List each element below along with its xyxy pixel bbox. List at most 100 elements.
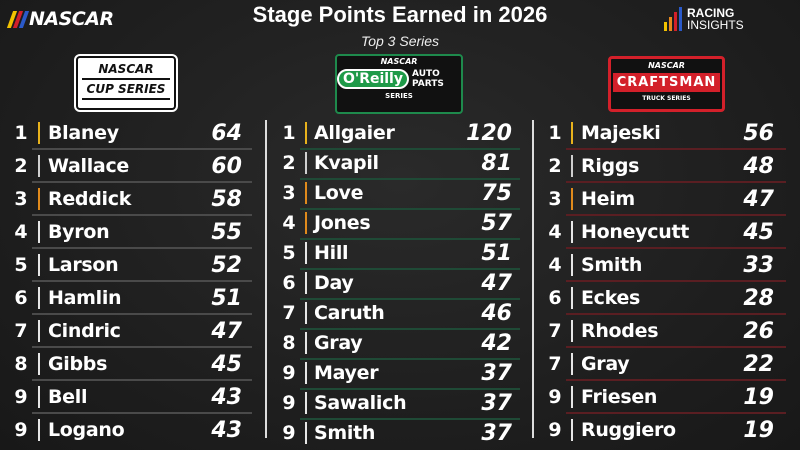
page-title: Stage Points Earned in 2026 bbox=[252, 2, 548, 27]
rank: 3 bbox=[14, 188, 28, 210]
driver-name: Eckes bbox=[581, 287, 641, 309]
rank-marker bbox=[38, 188, 40, 210]
standings-row: 4 Smith 33 bbox=[546, 250, 786, 282]
row-separator bbox=[300, 328, 520, 330]
rank-marker bbox=[571, 353, 573, 375]
stage-points: 47 bbox=[481, 270, 512, 296]
driver-name: Wallace bbox=[48, 155, 129, 177]
standings-row: 3 Love 75 bbox=[280, 178, 520, 210]
driver-name: Gray bbox=[581, 353, 630, 375]
rank-marker bbox=[305, 362, 307, 384]
stage-points: 37 bbox=[481, 390, 512, 416]
row-separator bbox=[32, 214, 252, 216]
driver-name: Rhodes bbox=[581, 320, 659, 342]
rank-marker bbox=[38, 419, 40, 441]
rank-marker bbox=[305, 272, 307, 294]
truck-logo-top: NASCAR bbox=[648, 61, 685, 70]
rank-marker bbox=[305, 122, 307, 144]
row-separator bbox=[566, 379, 786, 381]
rank-marker bbox=[38, 155, 40, 177]
rank-marker bbox=[38, 353, 40, 375]
column-divider bbox=[265, 120, 267, 438]
nascar-logo-text: NASCAR bbox=[29, 8, 114, 30]
row-separator bbox=[566, 280, 786, 282]
driver-name: Gray bbox=[314, 332, 363, 354]
rank: 9 bbox=[14, 419, 28, 441]
row-separator bbox=[566, 247, 786, 249]
page-subtitle: Top 3 Series bbox=[360, 33, 440, 49]
racing-insights-logo: RACING INSIGHTS bbox=[664, 7, 744, 31]
rank-marker bbox=[38, 287, 40, 309]
row-separator bbox=[32, 346, 252, 348]
driver-name: Allgaier bbox=[314, 122, 395, 144]
row-separator bbox=[32, 247, 252, 249]
standings-row: 5 Larson 52 bbox=[12, 250, 252, 282]
stage-points: 37 bbox=[481, 420, 512, 446]
bar-chart-icon bbox=[664, 7, 682, 31]
rank-marker bbox=[571, 287, 573, 309]
stage-points: 51 bbox=[211, 285, 242, 311]
driver-name: Heim bbox=[581, 188, 635, 210]
row-separator bbox=[566, 346, 786, 348]
stage-points: 46 bbox=[481, 300, 512, 326]
standings-row: 2 Wallace 60 bbox=[12, 151, 252, 183]
brand-line-1: RACING bbox=[687, 6, 735, 20]
oreilly-logo-top: NASCAR bbox=[380, 57, 418, 66]
standings-row: 4 Honeycutt 45 bbox=[546, 217, 786, 249]
rank-marker bbox=[571, 122, 573, 144]
stage-points: 45 bbox=[211, 351, 242, 377]
stage-points: 28 bbox=[743, 285, 774, 311]
rank-marker bbox=[571, 320, 573, 342]
rank-marker bbox=[571, 419, 573, 441]
rank-marker bbox=[571, 188, 573, 210]
truck-logo-bottom: TRUCK SERIES bbox=[642, 95, 691, 102]
rank-marker bbox=[38, 122, 40, 144]
driver-name: Jones bbox=[314, 212, 371, 234]
stage-points: 57 bbox=[481, 210, 512, 236]
stage-points: 42 bbox=[481, 330, 512, 356]
standings-row: 7 Rhodes 26 bbox=[546, 316, 786, 348]
row-separator bbox=[300, 388, 520, 390]
rank: 4 bbox=[548, 221, 562, 243]
rank-marker bbox=[38, 320, 40, 342]
driver-name: Sawalich bbox=[314, 392, 407, 414]
driver-name: Hill bbox=[314, 242, 349, 264]
oreilly-logo-bottom: SERIES bbox=[385, 92, 413, 100]
brand-line-2: INSIGHTS bbox=[687, 18, 744, 32]
stage-points: 26 bbox=[743, 318, 774, 344]
stage-points: 56 bbox=[743, 120, 774, 146]
driver-name: Day bbox=[314, 272, 354, 294]
row-separator bbox=[566, 313, 786, 315]
row-separator bbox=[566, 214, 786, 216]
standings-row: 6 Day 47 bbox=[280, 268, 520, 300]
rank: 1 bbox=[282, 122, 296, 144]
standings-row: 9 Mayer 37 bbox=[280, 358, 520, 390]
driver-name: Blaney bbox=[48, 122, 119, 144]
stage-points: 19 bbox=[743, 384, 774, 410]
driver-name: Mayer bbox=[314, 362, 379, 384]
rank: 2 bbox=[282, 152, 296, 174]
rank: 2 bbox=[548, 155, 562, 177]
driver-name: Cindric bbox=[48, 320, 121, 342]
driver-name: Smith bbox=[581, 254, 643, 276]
row-separator bbox=[32, 148, 252, 150]
oreilly-logo-side: AUTO PARTS bbox=[412, 69, 444, 89]
rank-marker bbox=[305, 422, 307, 444]
driver-name: Smith bbox=[314, 422, 376, 444]
driver-name: Ruggiero bbox=[581, 419, 676, 441]
row-separator bbox=[32, 412, 252, 414]
standings-row: 7 Cindric 47 bbox=[12, 316, 252, 348]
row-separator bbox=[300, 268, 520, 270]
row-separator bbox=[300, 148, 520, 150]
rank-marker bbox=[38, 221, 40, 243]
rank-marker bbox=[305, 182, 307, 204]
rank: 1 bbox=[14, 122, 28, 144]
standings-row: 3 Heim 47 bbox=[546, 184, 786, 216]
nascar-logo: NASCAR bbox=[6, 8, 114, 30]
driver-name: Kvapil bbox=[314, 152, 379, 174]
row-separator bbox=[32, 181, 252, 183]
stage-points: 48 bbox=[743, 153, 774, 179]
rank-marker bbox=[305, 212, 307, 234]
row-separator bbox=[566, 148, 786, 150]
stage-points: 75 bbox=[481, 180, 512, 206]
